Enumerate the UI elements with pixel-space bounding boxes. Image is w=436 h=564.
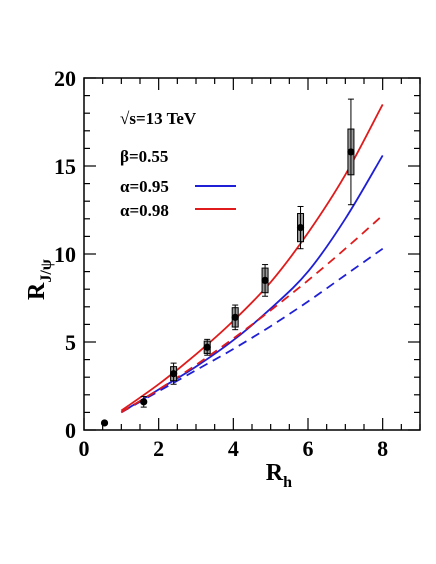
series-line-1-solid (120, 103, 384, 412)
legend-label-alpha-095: α=0.95 (120, 177, 169, 196)
data-point-group (347, 98, 355, 206)
data-point (170, 370, 178, 378)
y-tick-label: 20 (54, 66, 76, 91)
data-point (261, 276, 269, 284)
axis-ticks: 0 2 4 6 8 0 5 10 15 20 (54, 66, 421, 461)
series-line-2-dashed (120, 247, 384, 414)
x-tick-label: 0 (79, 436, 90, 461)
data-point-group (140, 396, 148, 408)
data-point (100, 419, 109, 427)
data-point (203, 343, 211, 351)
x-tick-label: 6 (303, 436, 314, 461)
series-line-3-dashed (120, 214, 384, 414)
data-point-group (261, 264, 269, 297)
x-tick-label: 4 (228, 436, 239, 461)
data-point (296, 224, 305, 232)
data-point-group (231, 304, 239, 331)
data-point-group (296, 205, 305, 250)
model-curves (120, 103, 384, 414)
beta-annotation: β=0.55 (120, 147, 168, 166)
data-point-group (100, 419, 109, 427)
x-tick-label: 8 (377, 436, 388, 461)
y-tick-label: 5 (65, 330, 76, 355)
legend-label-alpha-098: α=0.98 (120, 201, 169, 220)
y-tick-label: 15 (54, 154, 76, 179)
data-point (347, 148, 355, 156)
data-point-group (203, 338, 211, 356)
x-tick-label: 2 (153, 436, 164, 461)
y-tick-label: 10 (54, 242, 76, 267)
data-point (140, 398, 148, 406)
y-axis-label: RJ/ψ (24, 259, 55, 300)
data-point-group (170, 362, 178, 385)
energy-annotation: √s=13 TeV (120, 109, 197, 128)
data-point (231, 313, 239, 321)
y-tick-label: 0 (65, 418, 76, 443)
x-axis-label: Rh (266, 460, 292, 491)
